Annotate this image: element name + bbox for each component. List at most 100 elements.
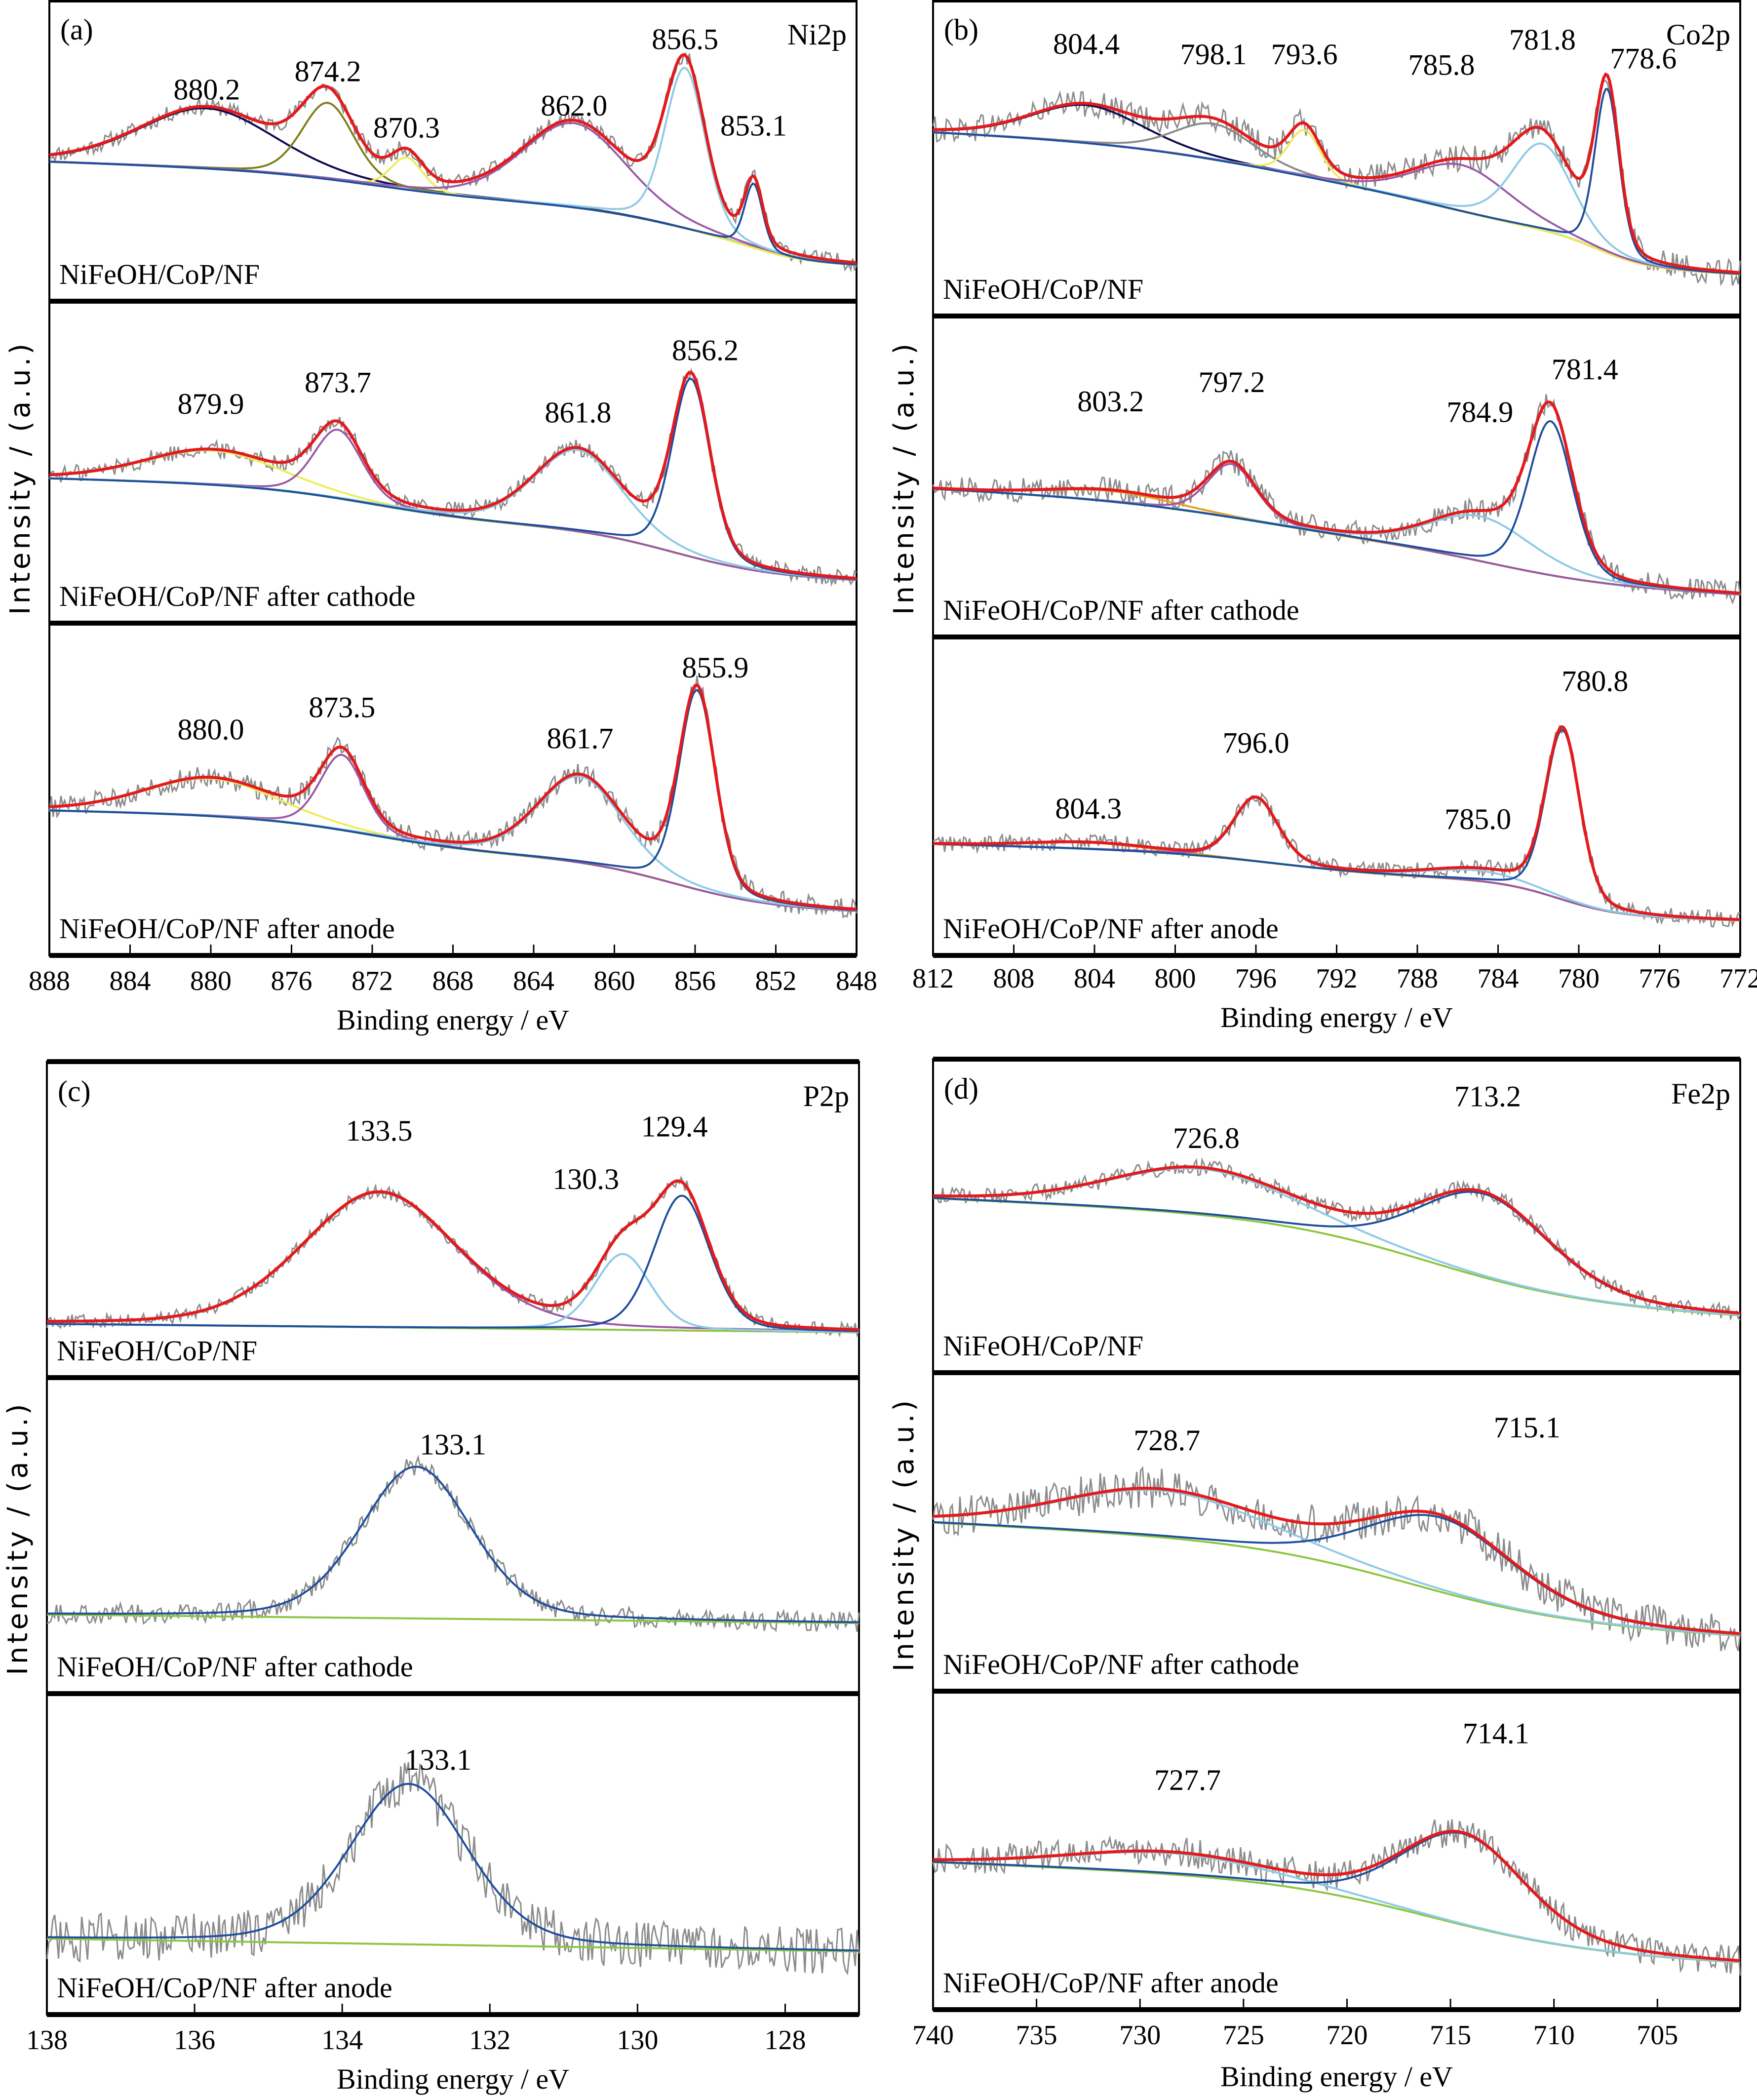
peak-label: 874.2	[295, 55, 361, 88]
sample-label: NiFeOH/CoP/NF after anode	[57, 1972, 392, 2004]
component-peak-855.9	[49, 689, 857, 911]
peak-label: 714.1	[1463, 1717, 1529, 1749]
envelope-fit-line	[49, 371, 857, 580]
y-axis-title: Intensity / (a.u.)	[888, 1397, 920, 1671]
subplot-1: 726.8 713.2 NiFeOH/CoP/NF (d) Fe2p	[932, 1057, 1741, 1374]
x-tick-label: 772	[1719, 963, 1757, 994]
peak-label: 862.0	[541, 89, 607, 122]
subplot-frame	[932, 1372, 1741, 1692]
subplot-3: 804.3 796.0 785.0 780.8 NiFeOH/CoP/NF after …	[932, 634, 1741, 956]
peak-label: 873.7	[305, 366, 371, 399]
peak-label: 861.7	[547, 722, 614, 754]
subplot-2: 728.7 715.1 NiFeOH/CoP/NF after cathode	[932, 1370, 1741, 1692]
element-tag: Co2p	[1666, 18, 1730, 51]
peak-label: 129.4	[641, 1110, 708, 1143]
raw-data-line	[49, 52, 858, 273]
component-peak-873.5	[49, 753, 857, 912]
x-tick-label: 864	[513, 966, 554, 996]
raw-data-line	[48, 367, 857, 587]
peak-label: 879.9	[178, 388, 244, 420]
subplot-frame	[932, 1058, 1741, 1374]
x-tick-label: 888	[29, 966, 70, 996]
peak-label: 715.1	[1494, 1411, 1561, 1444]
x-tick-label: 856	[674, 966, 716, 996]
component-peak-133.1	[47, 1783, 859, 1952]
x-tick-label: 876	[271, 966, 312, 996]
x-tick-label: 132	[469, 2025, 510, 2056]
x-tick-label: 808	[993, 963, 1035, 994]
envelope-fit-line	[933, 1165, 1741, 1315]
envelope-fit-line	[933, 1829, 1741, 1962]
y-axis-title: Intensity / (a.u.)	[2, 1401, 34, 1675]
envelope-fit-line	[49, 53, 857, 264]
x-tick-label: 134	[321, 2025, 363, 2056]
x-tick-label: 804	[1074, 963, 1115, 994]
x-tick-label: 788	[1397, 963, 1438, 994]
panel-tag: (c)	[58, 1075, 91, 1108]
component-peak-133.5	[47, 1191, 859, 1332]
background-line	[47, 1938, 859, 1953]
background-line	[933, 1197, 1741, 1316]
component-peak-785	[933, 843, 1741, 921]
x-tick-label: 715	[1430, 2020, 1471, 2051]
envelope-fit-line	[49, 683, 857, 911]
peak-label: 726.8	[1173, 1122, 1240, 1154]
raw-data-line	[48, 675, 858, 919]
peak-label: 856.5	[652, 23, 718, 56]
x-tick-label: 705	[1637, 2020, 1678, 2051]
sample-label: NiFeOH/CoP/NF after cathode	[943, 1648, 1299, 1680]
x-tick-label: 884	[110, 966, 151, 996]
raw-data-line	[933, 1157, 1741, 1321]
x-axis-title: Binding energy / eV	[1220, 2060, 1453, 2093]
sample-label: NiFeOH/CoP/NF	[57, 1335, 257, 1367]
panel-d-fe2p: 726.8 713.2 NiFeOH/CoP/NF (d) Fe2p 728.7 715.1…	[888, 1057, 1741, 2093]
component-peak-780.8	[933, 729, 1741, 921]
x-tick-label: 740	[912, 2020, 954, 2051]
peak-label: 784.9	[1446, 396, 1513, 429]
peak-label: 785.8	[1408, 48, 1475, 81]
peak-label: 728.7	[1133, 1424, 1200, 1457]
peak-label: 856.2	[672, 334, 739, 367]
peak-label: 713.2	[1454, 1080, 1521, 1112]
element-tag: Fe2p	[1671, 1077, 1730, 1110]
x-tick-label: 860	[594, 966, 635, 996]
subplot-1: 804.4 798.1 793.6 785.8 781.8 778.6 NiFeOH/CoP…	[932, 0, 1741, 317]
peak-label: 130.3	[552, 1163, 619, 1195]
raw-data-line	[933, 725, 1741, 928]
sample-label: NiFeOH/CoP/NF	[943, 1330, 1143, 1362]
peak-label: 804.4	[1053, 28, 1120, 60]
peak-label: 870.3	[373, 112, 440, 144]
peak-label: 727.7	[1154, 1764, 1221, 1796]
subplot-frame	[48, 0, 858, 302]
subplot-1: 133.5 130.3 129.4 NiFeOH/CoP/NF (c) P2p	[46, 1059, 860, 1379]
envelope-fit-line	[46, 1179, 859, 1331]
component-peak-133	[47, 1466, 859, 1624]
peak-label: 133.1	[405, 1743, 471, 1776]
envelope-fit-line	[933, 725, 1741, 921]
panel-b-co2p: 804.4 798.1 793.6 785.8 781.8 778.6 NiFeOH/CoP…	[888, 0, 1757, 1033]
panel-c-p2p: 133.5 130.3 129.4 NiFeOH/CoP/NF (c) P2p 133.1 N…	[2, 1059, 860, 2095]
x-tick-label: 780	[1558, 963, 1600, 994]
subplot-2: 879.9 873.7 861.8 856.2 NiFeOH/CoP/NF after …	[48, 299, 858, 624]
background-line	[47, 1614, 859, 1625]
raw-data-line	[932, 79, 1741, 287]
x-tick-label: 128	[764, 2025, 806, 2056]
peak-label: 880.2	[173, 73, 240, 106]
raw-data-line	[932, 1466, 1741, 1652]
x-tick-label: 136	[174, 2025, 215, 2056]
x-tick-label: 852	[755, 966, 797, 996]
sample-label: NiFeOH/CoP/NF after cathode	[943, 594, 1299, 626]
envelope-fit-line	[933, 400, 1741, 595]
peak-label: 796.0	[1223, 726, 1289, 759]
x-tick-label: 710	[1533, 2020, 1575, 2051]
sample-label: NiFeOH/CoP/NF after anode	[943, 912, 1279, 945]
x-tick-label: 812	[912, 963, 954, 994]
raw-data-line	[46, 1762, 860, 1976]
x-tick-label: 868	[432, 966, 474, 996]
peak-label: 780.8	[1562, 665, 1628, 698]
x-tick-label: 130	[617, 2025, 658, 2056]
peak-label: 798.1	[1180, 38, 1247, 71]
x-tick-label: 720	[1326, 2020, 1367, 2051]
x-axis-title: Binding energy / eV	[337, 2063, 569, 2095]
sample-label: NiFeOH/CoP/NF after cathode	[59, 580, 416, 612]
